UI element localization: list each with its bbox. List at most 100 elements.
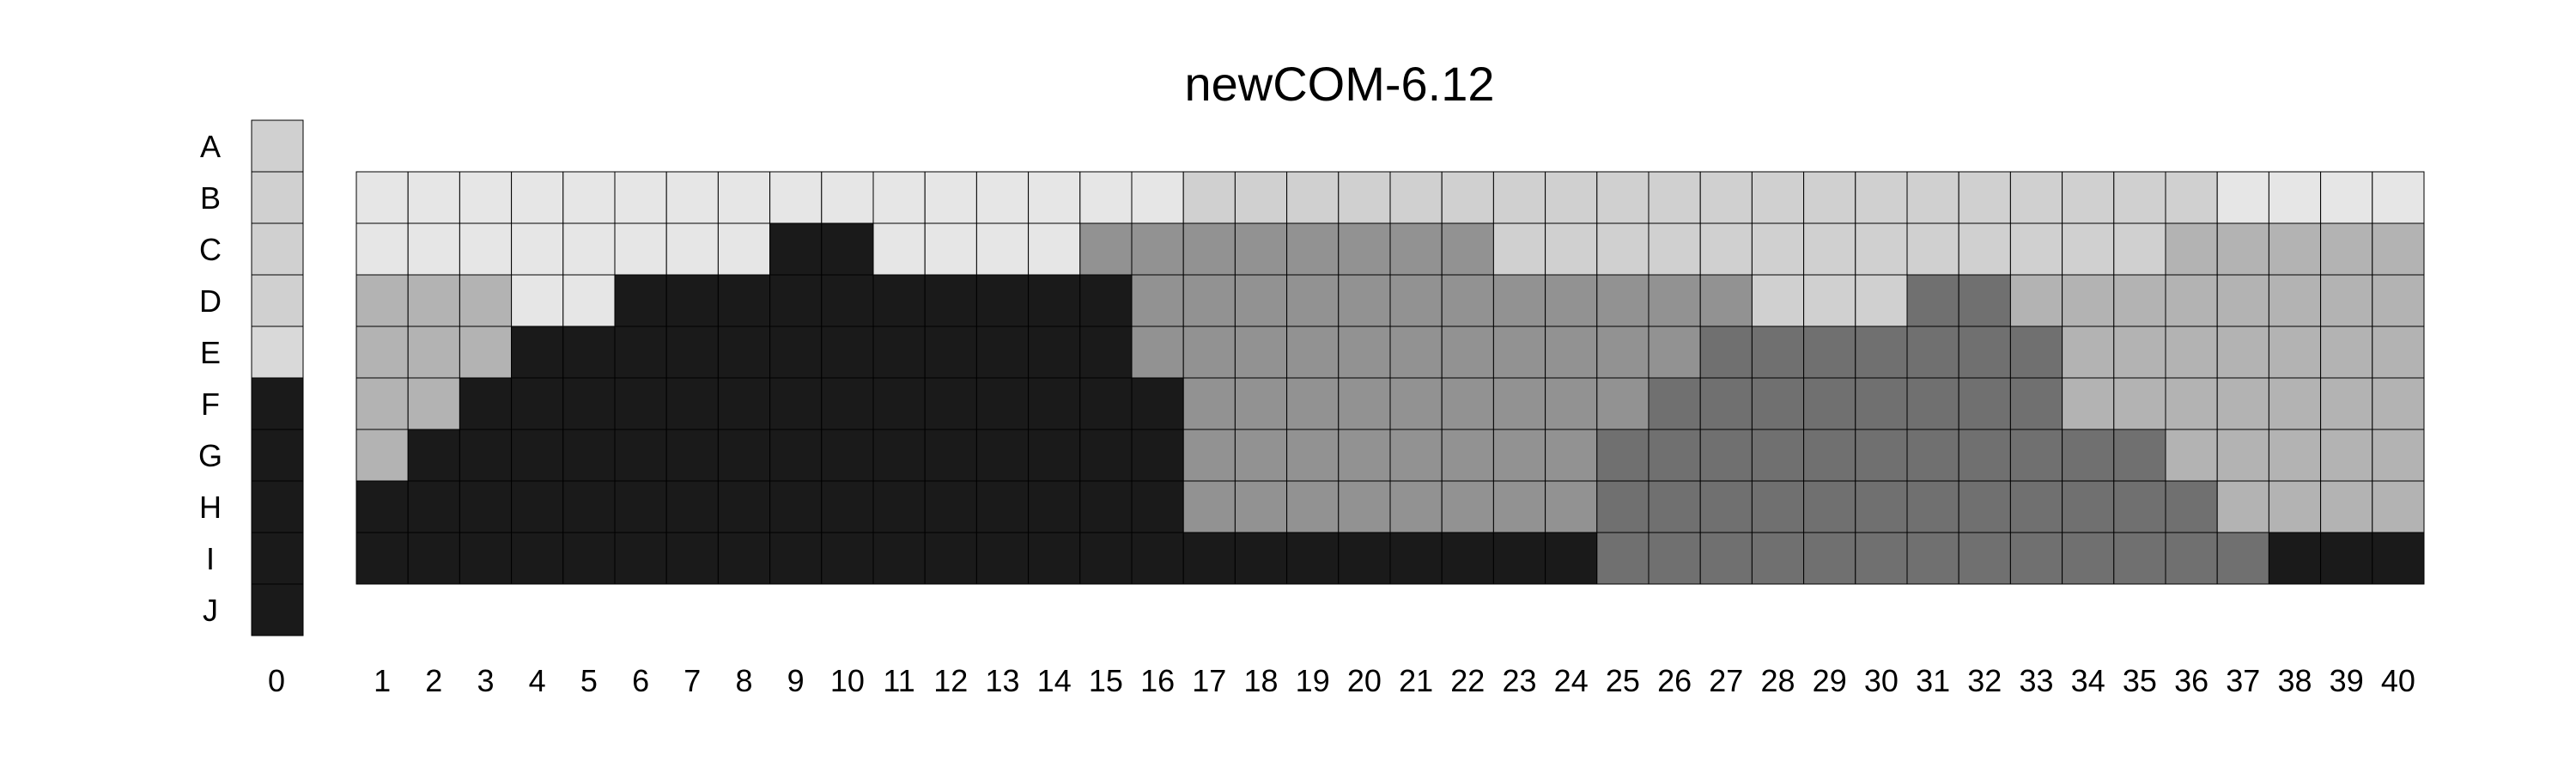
- cell-C-16: [1131, 222, 1184, 276]
- cell-I-24: [1545, 532, 1598, 585]
- cell-D-19: [1286, 274, 1340, 327]
- cell-H-7: [665, 480, 719, 533]
- cell-D-16: [1131, 274, 1184, 327]
- cell-H-15: [1079, 480, 1133, 533]
- col-label-36: 36: [2174, 663, 2208, 698]
- cell-I-26: [1648, 532, 1701, 585]
- col-label-15: 15: [1089, 663, 1123, 698]
- cell-E-8: [717, 326, 771, 379]
- cell-B-10: [821, 171, 874, 224]
- col-label-29: 29: [1813, 663, 1847, 698]
- cell-I-12: [924, 532, 977, 585]
- cell-C-20: [1338, 222, 1391, 276]
- cell-I-5: [562, 532, 616, 585]
- cell-D-22: [1441, 274, 1494, 327]
- cell-H-35: [2113, 480, 2166, 533]
- cell-H-32: [1958, 480, 2011, 533]
- cell-I-22: [1441, 532, 1494, 585]
- cell-E-6: [614, 326, 667, 379]
- col-label-5: 5: [580, 663, 598, 698]
- cell-H-37: [2216, 480, 2269, 533]
- cell-E-36: [2165, 326, 2218, 379]
- col-label-20: 20: [1347, 663, 1382, 698]
- cell-C-29: [1803, 222, 1856, 276]
- cell-G-20: [1338, 429, 1391, 482]
- cell-H-6: [614, 480, 667, 533]
- cell-B-27: [1699, 171, 1753, 224]
- cell-D-4: [511, 274, 564, 327]
- cell-I-34: [2062, 532, 2115, 585]
- cell-D-5: [562, 274, 616, 327]
- cell-I-38: [2268, 532, 2322, 585]
- cell-H-10: [821, 480, 874, 533]
- cell-C-5: [562, 222, 616, 276]
- cell-B-33: [2009, 171, 2063, 224]
- cell-B-4: [511, 171, 564, 224]
- cell-G-7: [665, 429, 719, 482]
- cell-C-27: [1699, 222, 1753, 276]
- cell-C-25: [1596, 222, 1649, 276]
- cell-H-2: [407, 480, 460, 533]
- cell-E-40: [2372, 326, 2425, 379]
- cell-D-11: [872, 274, 926, 327]
- cell-E-9: [769, 326, 823, 379]
- cell-C-18: [1234, 222, 1288, 276]
- cell-D-18: [1234, 274, 1288, 327]
- cell-B-40: [2372, 171, 2425, 224]
- cell-B-13: [975, 171, 1030, 224]
- col-label-25: 25: [1606, 663, 1640, 698]
- cell-D-39: [2320, 274, 2373, 327]
- cell-G-12: [924, 429, 977, 482]
- cell-B-8: [717, 171, 771, 224]
- cell-F-6: [614, 377, 667, 430]
- cell-F-12: [924, 377, 977, 430]
- cell-F-24: [1545, 377, 1598, 430]
- legend-cell-J: [251, 583, 304, 636]
- legend-cell-G: [251, 429, 304, 482]
- cell-F-33: [2009, 377, 2063, 430]
- col-label-23: 23: [1502, 663, 1536, 698]
- cell-I-3: [459, 532, 513, 585]
- cell-D-6: [614, 274, 667, 327]
- cell-C-33: [2009, 222, 2063, 276]
- cell-E-4: [511, 326, 564, 379]
- cell-E-29: [1803, 326, 1856, 379]
- cell-D-21: [1389, 274, 1443, 327]
- cell-G-34: [2062, 429, 2115, 482]
- cell-E-2: [407, 326, 460, 379]
- column-labels: 1 2 3 4 5 6 7 8 9 10 11 12 13 14 15 16 17 18 19 20 21 22 23 24 2…: [374, 663, 2415, 698]
- cell-B-37: [2216, 171, 2269, 224]
- cell-D-33: [2009, 274, 2063, 327]
- cell-H-5: [562, 480, 616, 533]
- cell-D-1: [355, 274, 409, 327]
- legend-cell-F: [251, 377, 304, 430]
- cell-F-17: [1182, 377, 1236, 430]
- cell-C-35: [2113, 222, 2166, 276]
- cell-G-14: [1028, 429, 1081, 482]
- cell-D-31: [1906, 274, 1959, 327]
- col-label-9: 9: [787, 663, 805, 698]
- cell-F-32: [1958, 377, 2011, 430]
- cell-B-16: [1131, 171, 1184, 224]
- cell-H-17: [1182, 480, 1236, 533]
- cell-C-10: [821, 222, 874, 276]
- cell-H-3: [459, 480, 513, 533]
- cell-I-18: [1234, 532, 1288, 585]
- cell-H-29: [1803, 480, 1856, 533]
- legend-column: [251, 119, 304, 636]
- cell-F-27: [1699, 377, 1753, 430]
- row-label-J: J: [203, 593, 218, 628]
- col-label-16: 16: [1140, 663, 1175, 698]
- cell-E-10: [821, 326, 874, 379]
- cell-G-19: [1286, 429, 1340, 482]
- cell-G-21: [1389, 429, 1443, 482]
- col-label-38: 38: [2277, 663, 2312, 698]
- cell-D-28: [1751, 274, 1805, 327]
- cell-D-2: [407, 274, 460, 327]
- cell-E-28: [1751, 326, 1805, 379]
- cell-G-26: [1648, 429, 1701, 482]
- cell-F-20: [1338, 377, 1391, 430]
- cell-C-17: [1182, 222, 1236, 276]
- cell-F-23: [1492, 377, 1546, 430]
